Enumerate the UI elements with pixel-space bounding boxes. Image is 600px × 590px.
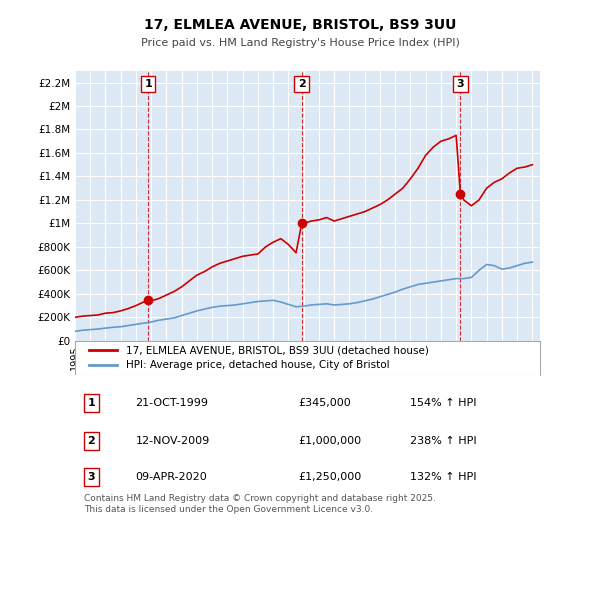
Text: 3: 3 [457, 79, 464, 89]
Text: 238% ↑ HPI: 238% ↑ HPI [410, 436, 476, 446]
Text: Contains HM Land Registry data © Crown copyright and database right 2025.
This d: Contains HM Land Registry data © Crown c… [84, 494, 436, 514]
Text: 17, ELMLEA AVENUE, BRISTOL, BS9 3UU: 17, ELMLEA AVENUE, BRISTOL, BS9 3UU [144, 18, 456, 32]
Text: Price paid vs. HM Land Registry's House Price Index (HPI): Price paid vs. HM Land Registry's House … [140, 38, 460, 48]
Text: £1,250,000: £1,250,000 [298, 473, 361, 483]
Text: 12-NOV-2009: 12-NOV-2009 [136, 436, 210, 446]
Text: £1,000,000: £1,000,000 [298, 436, 361, 446]
Text: 154% ↑ HPI: 154% ↑ HPI [410, 398, 476, 408]
Text: 2: 2 [88, 436, 95, 446]
Text: 1: 1 [145, 79, 152, 89]
Text: 17, ELMLEA AVENUE, BRISTOL, BS9 3UU (detached house): 17, ELMLEA AVENUE, BRISTOL, BS9 3UU (det… [126, 345, 429, 355]
Text: 2: 2 [298, 79, 305, 89]
Text: 1: 1 [88, 398, 95, 408]
Text: 21-OCT-1999: 21-OCT-1999 [136, 398, 208, 408]
Text: 09-APR-2020: 09-APR-2020 [136, 473, 207, 483]
Text: 3: 3 [88, 473, 95, 483]
Text: 132% ↑ HPI: 132% ↑ HPI [410, 473, 476, 483]
Text: £345,000: £345,000 [298, 398, 351, 408]
Text: HPI: Average price, detached house, City of Bristol: HPI: Average price, detached house, City… [126, 360, 390, 370]
